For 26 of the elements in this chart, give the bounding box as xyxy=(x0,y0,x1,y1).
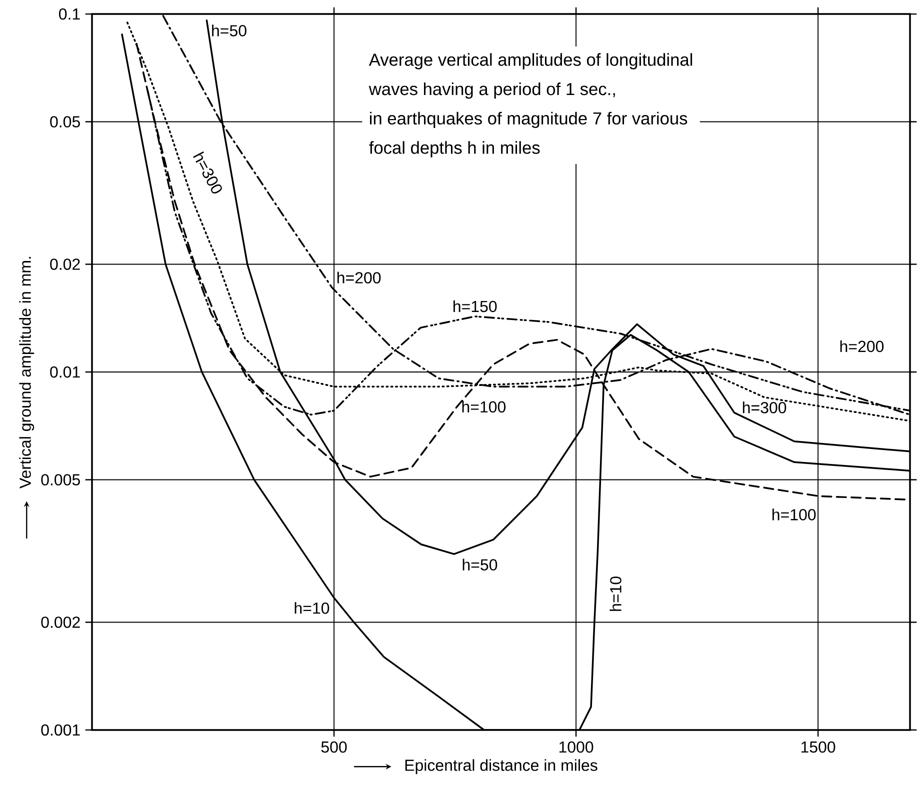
y-tick-label: 0.05 xyxy=(50,116,80,128)
series-label: h=300 xyxy=(742,402,786,414)
y-tick-label: 0.01 xyxy=(50,366,80,378)
annotation: h=200 xyxy=(840,340,884,352)
annotation: Average vertical amplitudes of longitudinal xyxy=(368,53,692,70)
annotation: in earthquakes of magnitude 7 for various xyxy=(370,112,688,128)
series-label: h=50 xyxy=(212,24,246,36)
y-tick-label: 0.02 xyxy=(50,258,80,270)
x-tick-label: 500 xyxy=(321,741,347,753)
annotation: h=10 xyxy=(610,576,622,611)
y-tick-label: 0.005 xyxy=(41,474,80,486)
y-axis-title: Vertical ground amplitude in mm. xyxy=(19,257,34,488)
series-label: h=10 xyxy=(294,602,330,614)
y-tick-label: 0.1 xyxy=(59,8,80,20)
annotation: focal depths h in miles xyxy=(369,141,540,158)
series-label: h=100 xyxy=(462,400,506,413)
y-tick-label: 0.002 xyxy=(41,616,80,628)
x-tick-label: 1000 xyxy=(559,741,594,753)
series-label: h=150 xyxy=(454,300,497,312)
annotation: waves having a period of 1 sec., xyxy=(368,82,615,99)
y-tick-label: 0.001 xyxy=(41,724,80,736)
x-tick-label: 1500 xyxy=(801,741,836,753)
annotation: h=50 xyxy=(462,558,498,570)
annotation: h=100 xyxy=(772,508,816,520)
x-axis-title: Epicentral distance in miles xyxy=(405,759,598,774)
series-label: h=200 xyxy=(337,272,381,284)
